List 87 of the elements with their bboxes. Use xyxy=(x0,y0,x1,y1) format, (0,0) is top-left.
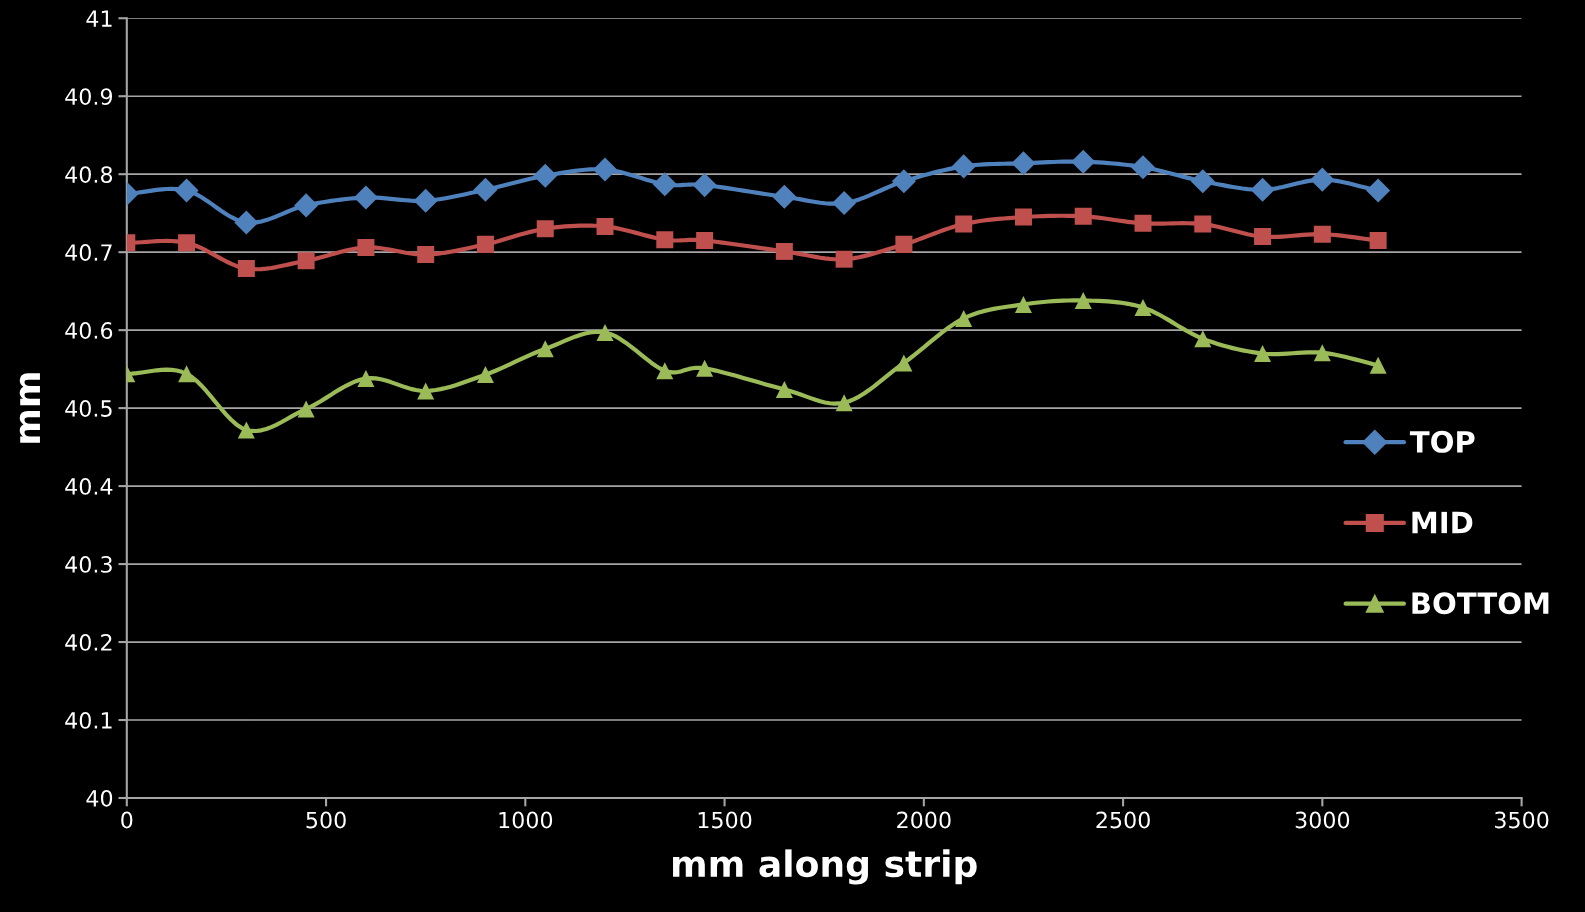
point xyxy=(596,217,614,235)
point xyxy=(835,250,853,268)
y-tick-label: 40.8 xyxy=(65,166,113,183)
y-tick-label: 40.2 xyxy=(65,634,112,651)
y-tick-label: 40.5 xyxy=(65,400,112,417)
point xyxy=(417,246,435,264)
point xyxy=(234,210,259,235)
point xyxy=(178,234,196,252)
point xyxy=(895,235,913,253)
point xyxy=(178,365,196,383)
point xyxy=(592,157,618,182)
point xyxy=(357,369,375,387)
point xyxy=(473,177,498,202)
point xyxy=(696,359,714,377)
point xyxy=(536,220,554,238)
point xyxy=(1250,177,1275,202)
y-tick-label: 40.9 xyxy=(65,88,113,105)
point xyxy=(891,169,916,194)
point xyxy=(536,340,554,358)
x-tick-label: 1500 xyxy=(698,811,752,829)
x-tick-label: 3500 xyxy=(1495,811,1549,829)
point xyxy=(1071,149,1096,174)
point xyxy=(1014,208,1032,226)
point xyxy=(1310,167,1335,192)
point xyxy=(237,260,255,278)
y-tick-label: 40.4 xyxy=(65,478,113,495)
point xyxy=(533,163,558,188)
point xyxy=(835,394,853,412)
point xyxy=(1130,155,1156,180)
y-tick-label: 40.1 xyxy=(65,711,112,729)
point xyxy=(1254,228,1272,246)
point xyxy=(413,188,438,213)
point xyxy=(417,382,435,400)
point xyxy=(832,191,857,216)
point xyxy=(357,238,375,256)
point xyxy=(692,173,717,198)
point xyxy=(696,231,714,249)
legend-label: TOP xyxy=(1409,430,1475,453)
point xyxy=(1369,356,1387,374)
legend-label: MID xyxy=(1412,511,1473,534)
y-axis-title: mm xyxy=(19,373,40,443)
point xyxy=(1134,299,1152,317)
point xyxy=(1254,345,1272,363)
y-tick-label: 40.3 xyxy=(65,556,112,573)
point xyxy=(476,235,494,253)
point xyxy=(1014,295,1032,313)
point xyxy=(1134,214,1152,232)
point xyxy=(1369,231,1387,249)
point xyxy=(1366,178,1391,203)
point xyxy=(1011,151,1036,176)
point xyxy=(237,421,255,439)
point xyxy=(1194,330,1212,348)
point xyxy=(656,362,674,380)
point xyxy=(775,380,793,398)
point xyxy=(775,242,793,260)
x-tick-label: 1000 xyxy=(499,811,553,829)
point xyxy=(1074,292,1092,310)
x-tick-label: 0 xyxy=(121,811,133,829)
x-tick-label: 500 xyxy=(306,811,346,829)
legend-label: BOTTOM xyxy=(1412,592,1549,615)
x-tick-label: 3000 xyxy=(1295,811,1350,829)
point xyxy=(1313,225,1331,243)
point xyxy=(1190,169,1215,194)
point xyxy=(297,400,315,418)
point xyxy=(895,354,913,372)
point xyxy=(1074,207,1092,225)
point xyxy=(476,366,494,384)
point xyxy=(656,231,674,249)
point xyxy=(294,193,319,218)
x-axis-title: mm along strip xyxy=(673,849,977,885)
y-tick-label: 40 xyxy=(86,789,113,807)
y-tick-label: 41 xyxy=(86,10,112,27)
y-tick-label: 40.6 xyxy=(65,322,113,339)
point xyxy=(596,323,614,341)
point xyxy=(297,252,315,270)
point xyxy=(1313,344,1331,362)
point xyxy=(174,178,199,203)
x-tick-label: 2000 xyxy=(897,811,951,829)
point xyxy=(772,184,797,209)
point xyxy=(652,172,677,197)
point xyxy=(955,215,973,233)
point xyxy=(955,309,973,327)
point xyxy=(951,154,976,179)
point xyxy=(1194,215,1212,233)
x-tick-label: 2500 xyxy=(1096,811,1150,829)
point xyxy=(353,185,378,210)
y-tick-label: 40.7 xyxy=(65,244,112,261)
